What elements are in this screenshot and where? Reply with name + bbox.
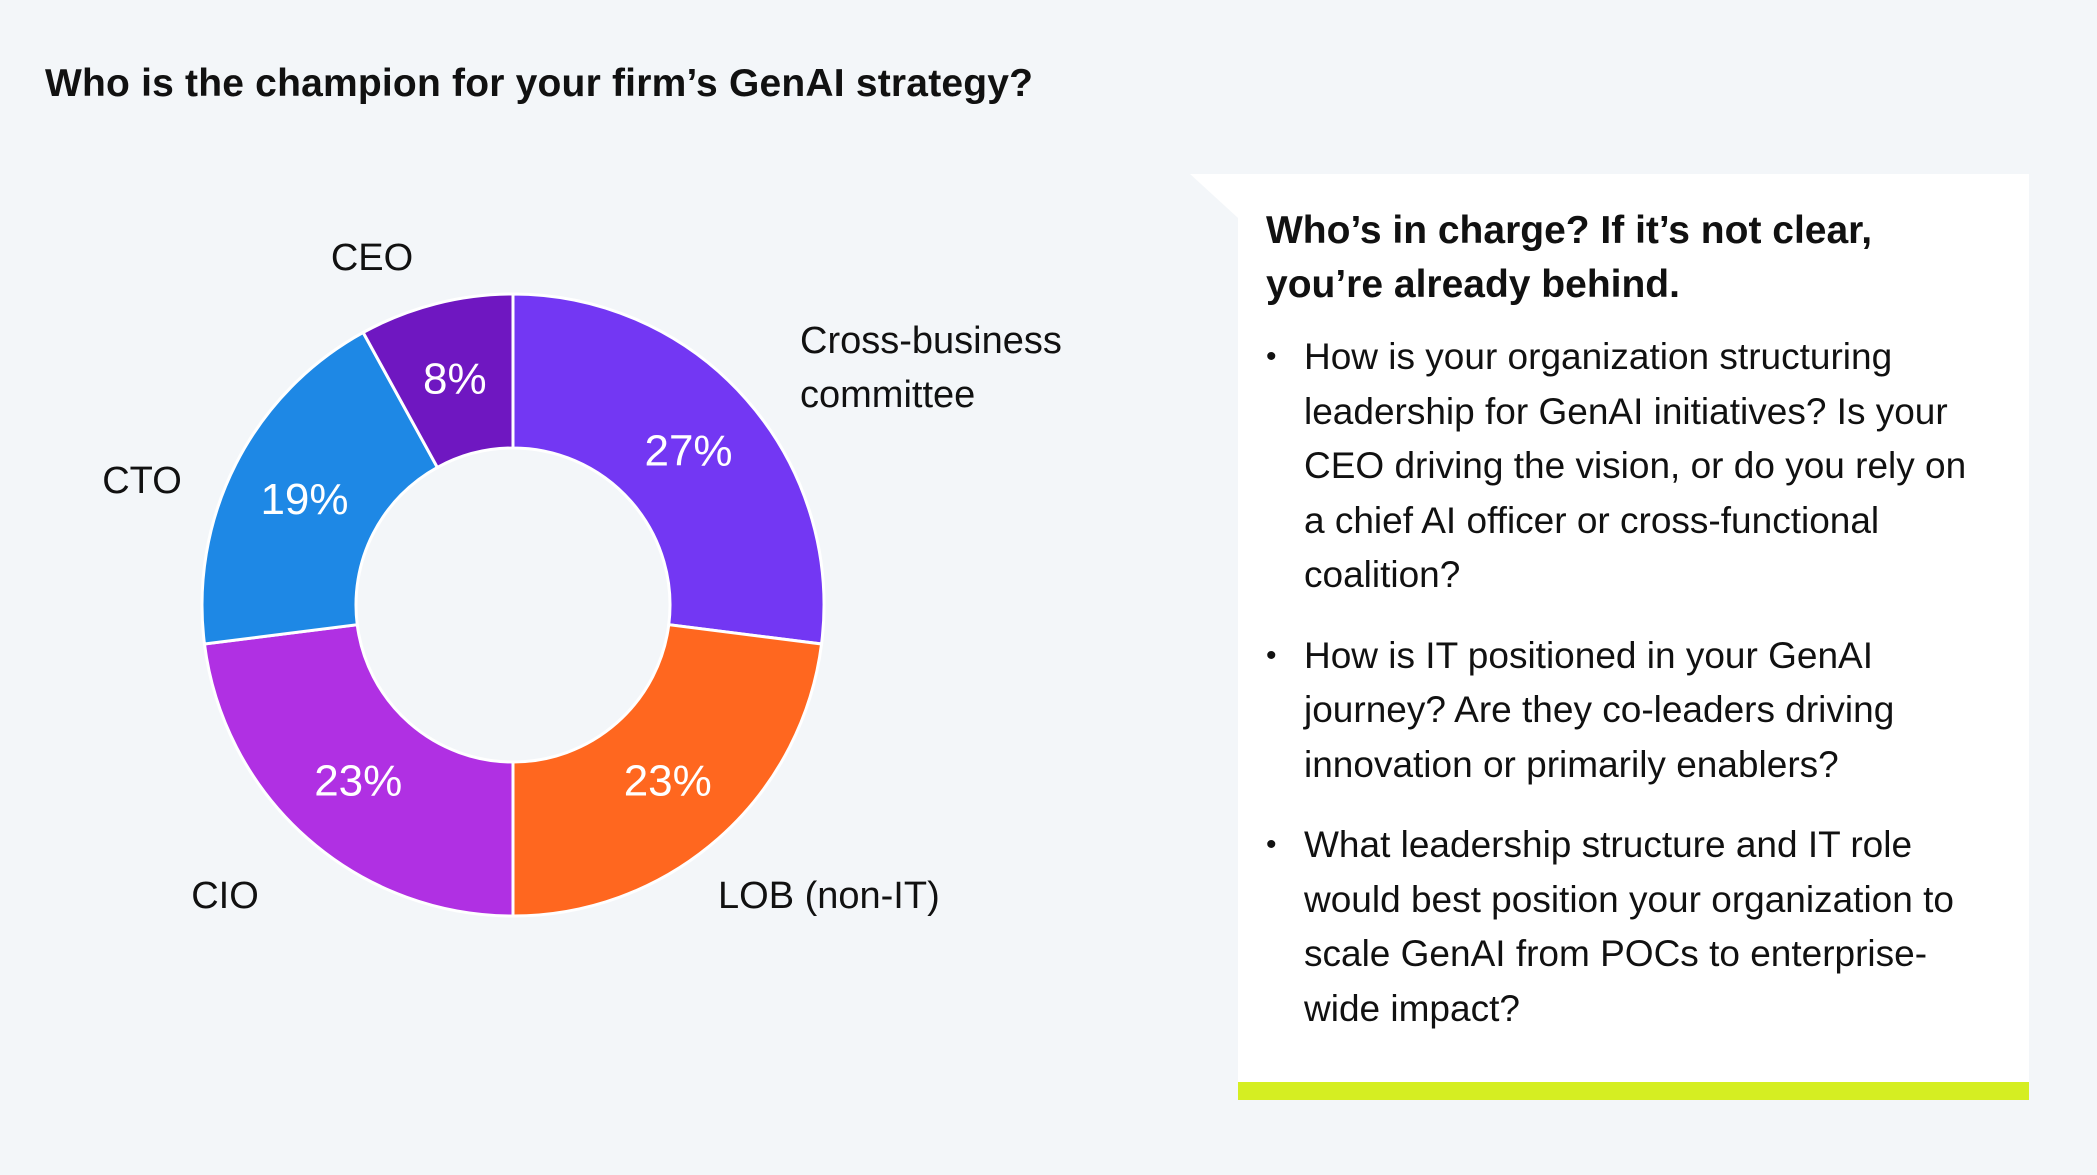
callout-heading-line-1: Who’s in charge? If it’s not clear, (1266, 209, 1873, 252)
slice-value-label: 8% (423, 354, 487, 403)
bullet-icon: • (1266, 828, 1277, 861)
bullet-icon: • (1266, 638, 1277, 672)
callout-tail (1190, 174, 1238, 218)
slice-value-label: 23% (314, 757, 402, 806)
callout-heading: Who’s in charge? If it’s not clear, you’… (1266, 204, 1989, 312)
donut-chart: 27% Cross-business committee 23% LOB (non-IT… (102, 237, 1062, 918)
bullet-text: How is your organization structuring lea… (1304, 336, 1967, 595)
slice-value-label: 27% (644, 426, 732, 475)
callout-heading-line-2: you’re already behind. (1266, 263, 1680, 306)
bullet-text: What leadership structure and IT role wo… (1304, 824, 1954, 1029)
bullet-text: How is IT positioned in your GenAI journ… (1304, 634, 1895, 785)
donut-slice (202, 623, 515, 918)
donut-slice (511, 623, 824, 918)
bullet-icon: • (1266, 340, 1277, 373)
category-label: CIO (191, 875, 259, 917)
bullet-item: • How is your organization structuring le… (1266, 330, 1989, 603)
bullet-item: • What leadership structure and IT role w… (1266, 818, 1989, 1036)
slice-value-label: 19% (260, 475, 348, 524)
donut-slice (361, 292, 515, 470)
chart-title: Who is the champion for your firm’s GenA… (45, 62, 1034, 105)
callout-bullet-list: • How is your organization structuring le… (1266, 330, 1989, 1036)
callout-accent-bar (1238, 1082, 2029, 1100)
donut-slice (200, 330, 440, 646)
category-label: CEO (331, 237, 413, 279)
slice-value-label: 23% (624, 757, 712, 806)
category-label: LOB (non-IT) (718, 875, 940, 917)
category-label: Cross-business committee (800, 320, 1062, 416)
donut-slice (511, 292, 826, 646)
callout-box: Who’s in charge? If it’s not clear, you’… (1238, 174, 2029, 1100)
category-label: CTO (102, 460, 182, 502)
bullet-item: • How is IT positioned in your GenAI jour… (1266, 629, 1989, 793)
